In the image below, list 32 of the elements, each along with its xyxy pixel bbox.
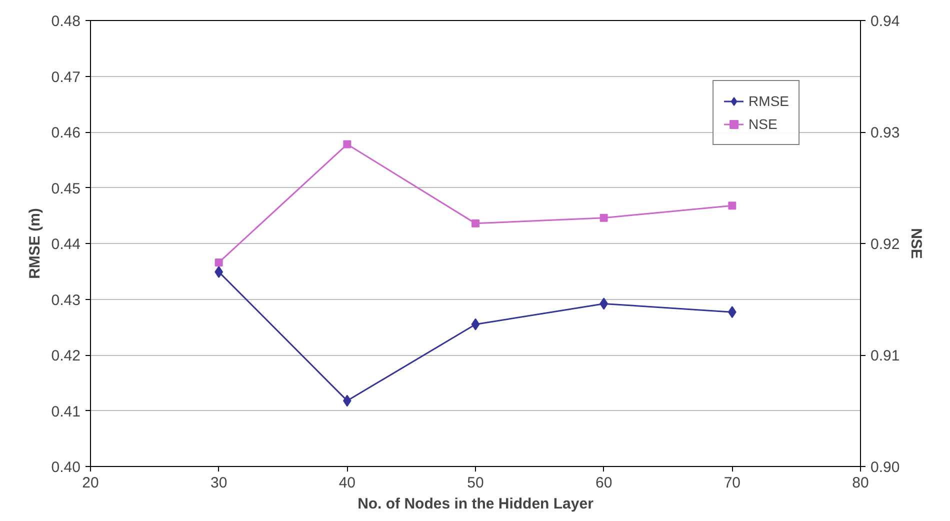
point <box>214 258 223 266</box>
y-tick-label: 0.44 <box>51 236 81 253</box>
y-tick-label: 0.43 <box>51 292 81 309</box>
y-tick-label: 0.48 <box>51 13 81 30</box>
point <box>343 140 352 148</box>
x-tick-label: 40 <box>338 474 356 492</box>
y2-tick-label: 0.93 <box>870 124 900 142</box>
x-tick-label: 70 <box>724 474 741 492</box>
x-axis-title: No. of Nodes in the Hidden Layer <box>358 496 594 512</box>
y2-tick-label: 0.90 <box>870 459 900 476</box>
point <box>472 219 480 228</box>
x-tick-label: 60 <box>595 474 612 492</box>
point <box>471 318 480 330</box>
y2-tick-label: 0.92 <box>870 236 900 253</box>
legend-label: NSE <box>748 116 778 132</box>
y2-tick-label: 0.91 <box>870 348 900 364</box>
y2-tick-label: 0.94 <box>870 13 900 30</box>
x-tick-label: 30 <box>210 474 228 492</box>
y-tick-label: 0.41 <box>51 403 81 420</box>
y2-axis-title: NSE <box>908 228 925 259</box>
y-tick-label: 0.40 <box>51 459 81 476</box>
y-tick-label: 0.42 <box>51 348 81 364</box>
x-tick-label: 50 <box>467 474 484 492</box>
x-tick-label: 80 <box>852 474 869 492</box>
y-tick-label: 0.47 <box>51 68 81 86</box>
point <box>600 214 608 222</box>
legend-label: RMSE <box>748 93 789 109</box>
point <box>728 202 736 210</box>
y-tick-label: 0.45 <box>51 180 81 198</box>
y-axis-title: RMSE (m) <box>26 208 44 279</box>
x-tick-label: 20 <box>82 474 99 492</box>
y-tick-label: 0.46 <box>51 124 81 142</box>
